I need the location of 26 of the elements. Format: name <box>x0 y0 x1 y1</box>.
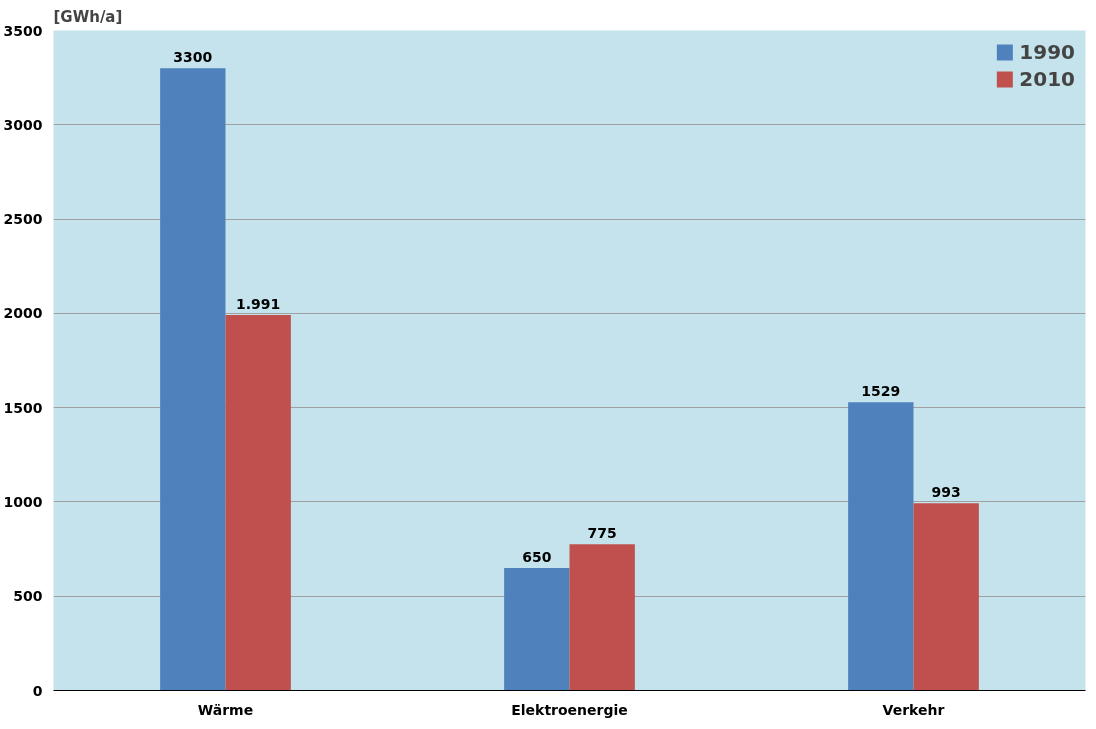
bar <box>225 315 291 691</box>
x-tick-label: Verkehr <box>882 701 945 718</box>
y-tick-label: 1000 <box>3 493 43 510</box>
y-tick-label: 2000 <box>3 305 43 322</box>
data-label: 1529 <box>861 383 901 400</box>
y-tick-label: 1500 <box>3 399 43 416</box>
x-tick-label: Wärme <box>197 701 254 718</box>
data-label: 3300 <box>173 49 213 66</box>
y-tick-label: 2500 <box>3 211 43 228</box>
x-tick-label: Elektroenergie <box>511 701 628 718</box>
bar <box>848 402 914 691</box>
y-tick-label: 3000 <box>3 116 43 133</box>
y-tick-label: 0 <box>32 682 43 699</box>
bar <box>160 68 226 691</box>
y-tick-label: 500 <box>13 588 43 605</box>
data-label: 650 <box>522 548 552 565</box>
data-label: 993 <box>931 484 961 501</box>
data-label: 775 <box>587 525 617 542</box>
bar <box>913 503 979 691</box>
legend-label: 2010 <box>1019 67 1075 91</box>
y-tick-label: 3500 <box>3 22 43 39</box>
legend-label: 1990 <box>1019 40 1075 64</box>
y-axis-title: [GWh/a] <box>53 7 123 26</box>
bar <box>569 544 635 691</box>
bar <box>504 567 570 691</box>
data-label: 1.991 <box>236 296 281 313</box>
